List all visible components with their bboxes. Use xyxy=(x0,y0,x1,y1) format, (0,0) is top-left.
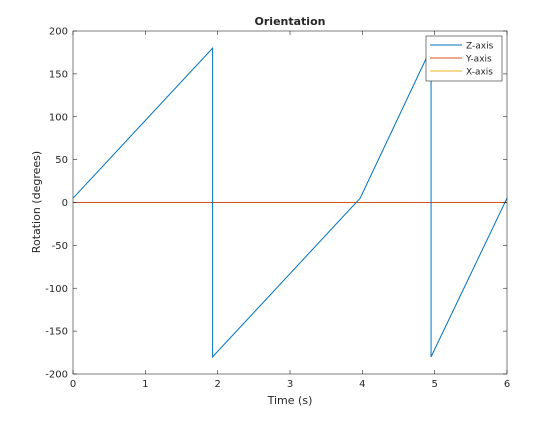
y-tick-label: -50 xyxy=(52,241,68,252)
chart-title: Orientation xyxy=(255,15,326,28)
y-tick-label: 200 xyxy=(49,27,68,38)
x-tick-label: 6 xyxy=(504,379,510,390)
y-axis-label: Rotation (degrees) xyxy=(30,151,43,253)
x-axis-label: Time (s) xyxy=(267,394,313,407)
y-tick-label: -200 xyxy=(45,370,68,381)
legend-label-z-axis: Z-axis xyxy=(466,42,494,52)
tick-layer: 0 1 2 3 4 5 6 -200 -150 -100 -50 0 50 100 150 200 xyxy=(45,27,510,391)
x-tick-label: 0 xyxy=(70,379,76,390)
legend: Z-axis Y-axis X-axis xyxy=(425,35,503,82)
series-line-z-axis xyxy=(72,46,508,359)
x-tick-label: 2 xyxy=(214,379,220,390)
y-tick-label: 0 xyxy=(62,198,68,209)
legend-label-y-axis: Y-axis xyxy=(465,55,492,65)
axes-box xyxy=(72,30,508,375)
legend-label-x-axis: X-axis xyxy=(466,68,493,78)
x-tick-label: 5 xyxy=(431,379,437,390)
series-layer xyxy=(72,46,508,359)
y-tick-label: 100 xyxy=(49,112,68,123)
y-tick-label: 150 xyxy=(49,69,68,80)
y-tick-label: 50 xyxy=(55,155,68,166)
y-tick-label: -100 xyxy=(45,284,68,295)
y-tick-label: -150 xyxy=(45,327,68,338)
x-tick-label: 1 xyxy=(142,379,148,390)
x-tick-label: 4 xyxy=(359,379,365,390)
x-tick-label: 3 xyxy=(287,379,293,390)
